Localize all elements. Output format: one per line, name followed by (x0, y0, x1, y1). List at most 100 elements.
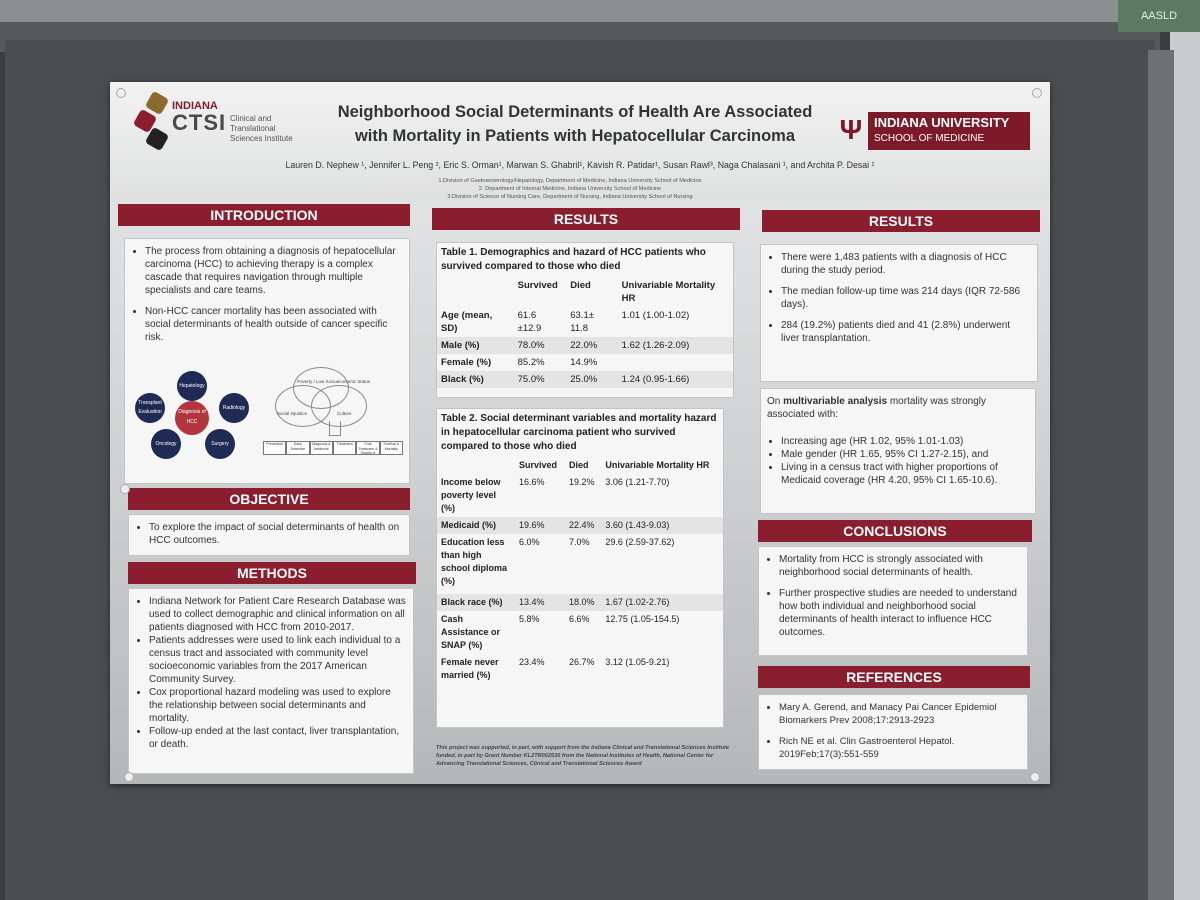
table-2-cell: 5.8% (519, 614, 540, 624)
table-1-cell: 1.01 (1.00-1.02) (621, 310, 690, 321)
iu-logo: Ψ INDIANA UNIVERSITY SCHOOL OF MEDICINE (838, 112, 1030, 150)
methods-bullet: Patients addresses were used to link eac… (149, 634, 407, 686)
methods-box: Indiana Network for Patient Care Researc… (128, 588, 414, 774)
venn-label: Social Injustice (277, 411, 308, 416)
table-1-cell: Female (%) (441, 357, 492, 368)
table-2-cell: Education less than high school diploma … (441, 537, 508, 586)
cascade-flow: Prevention Early Detection Diagnosis & I… (263, 441, 403, 455)
table-2-cell: 19.2% (568, 477, 595, 487)
table-2-cell: Female never married (%) (441, 657, 499, 680)
methods-heading: METHODS (128, 562, 416, 584)
poster: INDIANA CTSI Clinical and Translational … (110, 82, 1050, 784)
flow-step: Early Detection (286, 441, 310, 455)
table-1-header: Survived (517, 280, 558, 291)
table-2-cell: Medicaid (%) (437, 517, 515, 534)
table-2-cell: 22.4% (564, 517, 602, 534)
pin-icon (120, 484, 130, 494)
conclusions-bullet: Mortality from HCC is strongly associate… (779, 553, 1021, 579)
table-1-header: Univariable Mortality HR (621, 280, 716, 304)
table-2-cell: 23.4% (519, 657, 545, 667)
results-right-heading: RESULTS (762, 210, 1040, 232)
table-1-header (437, 277, 514, 307)
table-1-cell: 63.1± 11.8 (570, 310, 594, 334)
affiliation: 2. Department of Internal Medicine, Indi… (478, 186, 662, 192)
table-1-cell: 61.6 ±12.9 (517, 310, 542, 334)
node-oncology: Oncology (151, 429, 181, 459)
multivariable-intro: On multivariable analysis mortality was … (767, 395, 1029, 421)
poster-header: INDIANA CTSI Clinical and Translational … (110, 82, 1050, 202)
iu-wordmark: INDIANA UNIVERSITY SCHOOL OF MEDICINE (868, 112, 1030, 150)
table-1-cell: Age (mean, SD) (441, 310, 493, 334)
mv-bold: multivariable analysis (783, 396, 888, 407)
node-transplant: Transplant Evaluation (135, 393, 165, 423)
table-1-cell: 22.0% (566, 337, 618, 354)
funding-note: This project was supported, in part, wit… (436, 745, 729, 767)
table-2-cell: 3.12 (1.05-9.21) (605, 657, 670, 667)
table-2-cell: 3.60 (1.43-9.03) (601, 517, 723, 534)
table-2-cell: 12.75 (1.05-154.5) (605, 614, 680, 624)
table-2-cell: 16.6% (519, 477, 545, 487)
venn-label: Poverty / Low Socioeconomic Status (297, 379, 371, 384)
table-1-cell: 14.9% (570, 357, 598, 368)
table-2-cell: 3.06 (1.21-7.70) (605, 477, 670, 487)
table-2-cell: Black race (%) (437, 594, 515, 611)
table-1: Table 1. Demographics and hazard of HCC … (436, 242, 734, 398)
table-2-cell: 6.6% (568, 614, 590, 624)
table-2-cell: 19.6% (515, 517, 565, 534)
conclusions-bullet: Further prospective studies are needed t… (779, 587, 1021, 639)
pin-icon (116, 88, 126, 98)
table-2-cell: Cash Assistance or SNAP (%) (441, 614, 501, 650)
flow-step: Survival & Mortality (379, 441, 403, 455)
multivariable-bullet: Living in a census tract with higher pro… (781, 461, 1029, 487)
node-diagnosis: Diagnosis of HCC (175, 401, 209, 435)
node-radiology: Radiology (219, 393, 249, 423)
table-2-cell: 13.4% (515, 594, 565, 611)
pin-icon (124, 772, 134, 782)
reference-item: Mary A. Gerend, and Manacy Pai Cancer Ep… (779, 701, 1021, 727)
venn-circle (311, 385, 367, 427)
poster-title: Neighborhood Social Determinants of Heal… (310, 100, 840, 148)
table-2-cell: 29.6 (2.59-37.62) (605, 537, 675, 547)
flow-step: Post Treatment & Quality of Life (356, 441, 380, 455)
flow-step: Diagnosis & Incidence (309, 441, 333, 455)
references-box: Mary A. Gerend, and Manacy Pai Cancer Ep… (758, 694, 1028, 770)
conclusions-box: Mortality from HCC is strongly associate… (758, 546, 1028, 656)
introduction-box: The process from obtaining a diagnosis o… (124, 238, 410, 484)
table-1-cell: Male (%) (437, 337, 514, 354)
node-hepatology: Hepatology (177, 371, 207, 401)
table-1-cell: 78.0% (513, 337, 567, 354)
side-wall (1170, 0, 1200, 900)
table-1-cell: 1.62 (1.26-2.09) (617, 337, 733, 354)
results-bullet: 284 (19.2%) patients died and 41 (2.8%) … (781, 319, 1031, 345)
table-2-cell: 7.0% (568, 537, 590, 547)
objective-box: To explore the impact of social determin… (128, 514, 410, 556)
table-1-header: Died (570, 280, 591, 291)
authors: Lauren D. Nephew ¹, Jennifer L. Peng ², … (285, 160, 875, 170)
ctsi-name: CTSI (172, 110, 227, 135)
results-summary-box: There were 1,483 patients with a diagnos… (760, 244, 1038, 382)
ctsi-indiana: INDIANA (172, 100, 218, 112)
objective-heading: OBJECTIVE (128, 488, 410, 510)
table-2-cell: 1.67 (1.02-2.76) (601, 594, 723, 611)
table-2-grid: Survived Died Univariable Mortality HR I… (437, 457, 723, 684)
table-2-cell: 6.0% (519, 537, 540, 547)
table-2-header (437, 457, 515, 474)
results-bullet: There were 1,483 patients with a diagnos… (781, 251, 1031, 277)
multivariable-bullet: Increasing age (HR 1.02, 95% 1.01-1.03) (781, 435, 1029, 448)
table-1-cell: 1.24 (0.95-1.66) (617, 371, 733, 388)
multivariable-box: On multivariable analysis mortality was … (760, 388, 1036, 514)
table-1-cell: Black (%) (437, 371, 514, 388)
board-post (1148, 50, 1174, 900)
pin-icon (1032, 88, 1042, 98)
methods-bullet: Indiana Network for Patient Care Researc… (149, 595, 407, 634)
table-1-cell: 25.0% (566, 371, 618, 388)
title-line-1: Neighborhood Social Determinants of Heal… (337, 103, 813, 121)
introduction-bullet: Non-HCC cancer mortality has been associ… (145, 305, 403, 344)
table-1-cell: 75.0% (513, 371, 567, 388)
ctsi-full-name: Clinical and Translational Sciences Inst… (230, 114, 293, 143)
arrow-down-icon (329, 421, 341, 436)
table-1-cell: 85.2% (517, 357, 545, 368)
multivariable-bullet: Male gender (HR 1.65, 95% CI 1.27-2.15),… (781, 448, 1029, 461)
table-1-caption: Table 1. Demographics and hazard of HCC … (441, 247, 706, 272)
objective-bullet: To explore the impact of social determin… (149, 521, 403, 547)
